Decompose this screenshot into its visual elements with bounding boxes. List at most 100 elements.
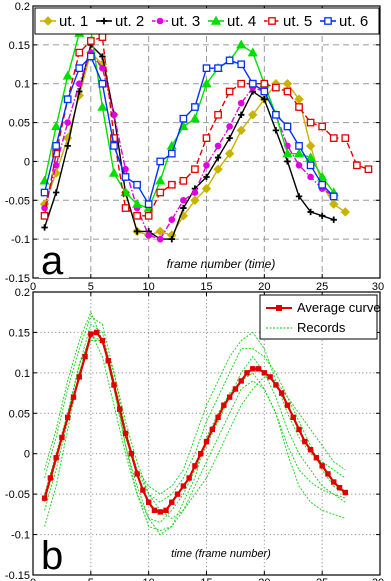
data-point	[342, 489, 349, 496]
data-point	[99, 53, 106, 60]
y-tick-label: 0.1	[15, 368, 30, 380]
panel-label: a	[41, 239, 64, 283]
data-point	[255, 366, 262, 372]
data-point	[133, 211, 141, 220]
y-tick-label: 0.05	[9, 118, 30, 130]
data-point	[191, 189, 199, 196]
data-point	[313, 455, 320, 461]
data-point	[86, 52, 95, 61]
legend-label: Records	[297, 320, 346, 335]
data-point	[290, 414, 296, 421]
data-point	[203, 162, 210, 169]
data-point	[295, 162, 303, 169]
data-point	[329, 199, 339, 209]
record-line	[44, 323, 346, 523]
data-point	[261, 370, 268, 376]
data-point	[202, 64, 211, 73]
data-point	[272, 127, 280, 134]
data-point	[122, 430, 129, 437]
data-point	[168, 216, 176, 224]
x-tick-label: 5	[88, 577, 94, 581]
data-point	[272, 110, 280, 119]
legend-box	[259, 294, 378, 340]
data-point	[192, 463, 198, 469]
data-point	[226, 123, 233, 130]
data-point	[305, 141, 316, 151]
data-point	[186, 475, 192, 481]
data-point	[52, 189, 60, 196]
data-point	[167, 149, 176, 158]
data-point	[111, 382, 117, 388]
data-point	[110, 134, 118, 142]
data-point	[237, 99, 245, 107]
data-point	[293, 148, 305, 158]
data-point	[318, 122, 327, 131]
x-tick-label: 0	[30, 281, 36, 293]
data-point	[260, 79, 269, 88]
data-point	[237, 79, 246, 88]
panel-label-bg	[39, 242, 69, 278]
data-point	[117, 406, 123, 412]
data-point	[151, 507, 158, 514]
data-point	[318, 212, 326, 220]
data-point	[353, 161, 361, 170]
data-point	[86, 37, 95, 45]
data-point	[201, 183, 212, 194]
data-point	[157, 509, 163, 515]
data-point	[336, 484, 343, 491]
data-point	[238, 111, 245, 118]
legend-label: Average curve	[297, 300, 381, 315]
data-point	[167, 180, 176, 189]
data-point	[156, 235, 164, 243]
data-point	[226, 134, 233, 142]
data-point	[202, 134, 211, 142]
data-point	[284, 402, 291, 408]
data-point	[169, 499, 175, 505]
data-point	[329, 134, 338, 142]
legend-marker	[276, 305, 282, 311]
x-tick-label: 20	[258, 281, 270, 293]
data-point	[225, 87, 234, 96]
series-ut-1	[39, 47, 351, 240]
data-point	[128, 451, 135, 457]
y-tick-label: 0.15	[9, 327, 30, 339]
data-point	[247, 47, 258, 57]
data-point	[214, 154, 222, 161]
data-point	[110, 142, 118, 150]
data-point	[261, 96, 268, 103]
x-tick-label: 30	[372, 281, 384, 293]
data-point	[99, 64, 106, 72]
data-point	[155, 175, 166, 185]
data-point	[180, 204, 187, 212]
data-point	[132, 198, 143, 208]
data-point	[295, 193, 303, 200]
data-point	[156, 188, 165, 197]
data-point	[318, 180, 327, 189]
data-point	[76, 88, 83, 95]
x-tick-label: 5	[88, 281, 94, 293]
data-point	[174, 491, 181, 497]
data-point	[203, 438, 210, 445]
data-point	[65, 414, 71, 421]
data-point	[214, 110, 222, 119]
legend-marker	[156, 17, 164, 25]
x-tick-label: 10	[143, 281, 155, 293]
data-point	[232, 386, 239, 392]
data-point	[51, 121, 62, 131]
data-point	[75, 48, 84, 57]
chart-panel-a: 0 5 10 15 20 25 30 -0.15 -0.1 -0.05 0 0.05 0.1 0.15 0.…	[5, 1, 384, 293]
data-point	[215, 414, 221, 421]
data-point	[325, 471, 331, 477]
data-point	[306, 118, 315, 127]
data-point	[237, 60, 246, 69]
data-point	[97, 101, 108, 111]
data-point	[221, 402, 227, 408]
data-point	[305, 152, 316, 162]
data-point	[105, 358, 111, 364]
data-point	[64, 142, 71, 150]
legend-marker	[210, 15, 222, 25]
data-point	[121, 173, 130, 181]
data-point	[155, 226, 165, 237]
legend-marker	[324, 17, 332, 25]
data-point	[283, 122, 292, 131]
